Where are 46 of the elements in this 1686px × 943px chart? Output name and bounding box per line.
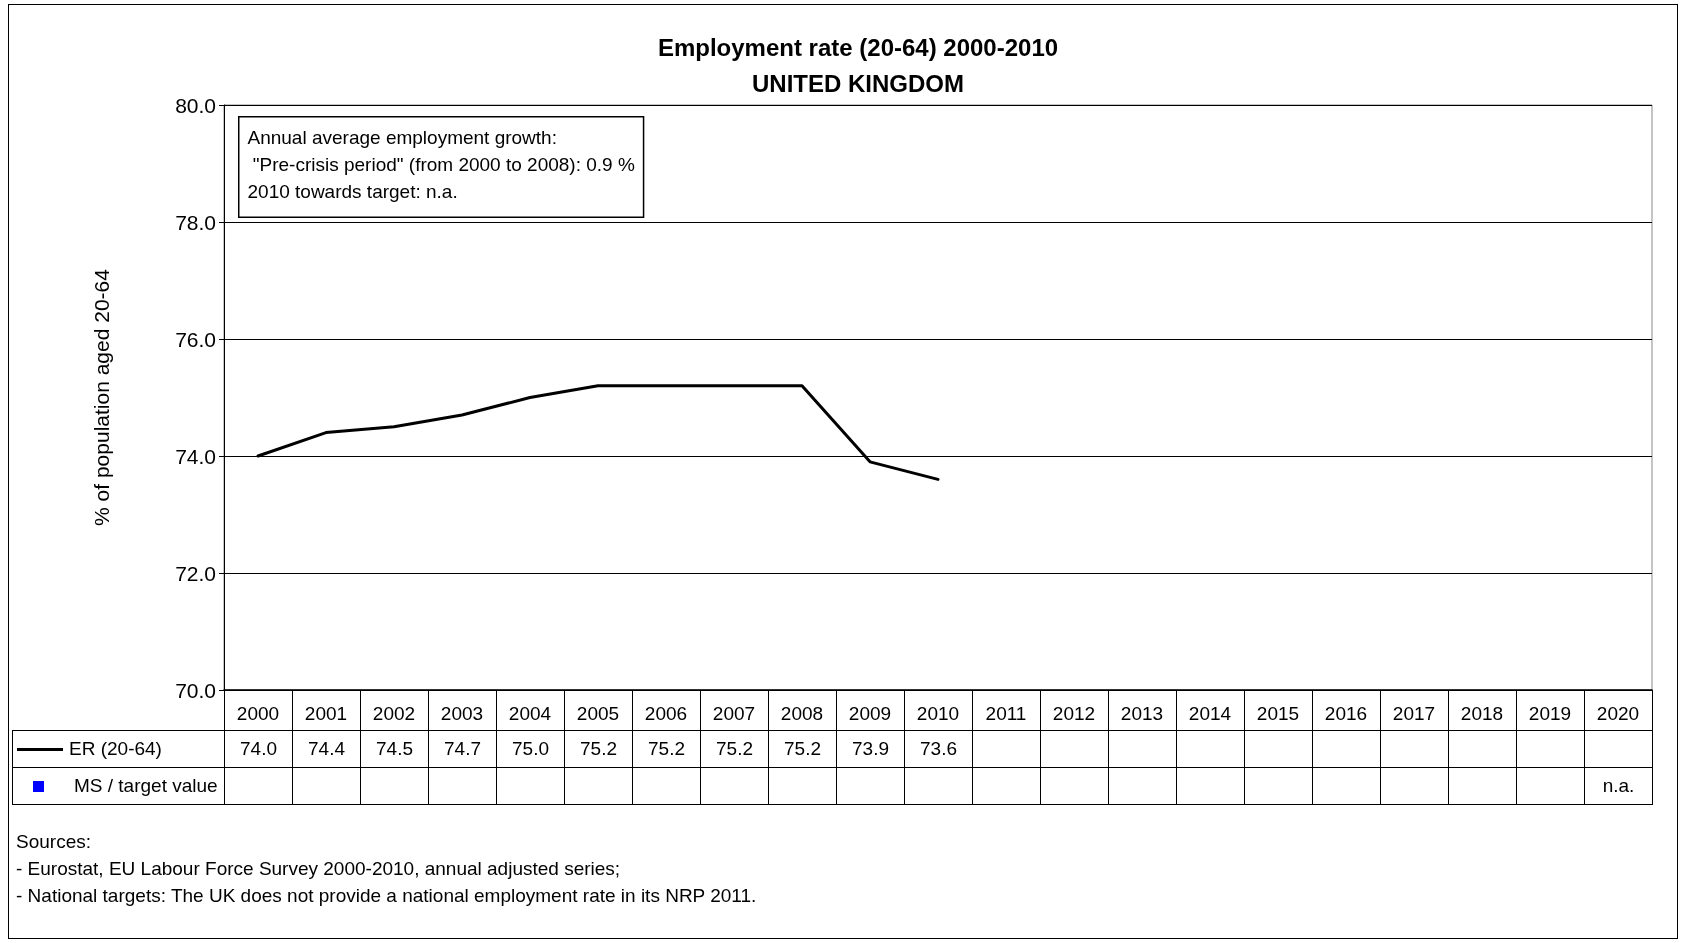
x-tick-label: 2009 <box>848 703 892 724</box>
x-tick-label: 2014 <box>1188 703 1232 724</box>
data-label: 75.0 <box>496 730 565 768</box>
x-tick-label: 2002 <box>372 703 416 724</box>
chart-title: Employment rate (20-64) 2000-2010 <box>657 33 1059 61</box>
y-tick-label: 72.0 <box>175 561 216 585</box>
data-label: 75.2 <box>768 730 837 768</box>
data-label: 75.2 <box>632 730 701 768</box>
data-label: 73.6 <box>904 730 973 768</box>
y-tick-label: 76.0 <box>175 327 216 351</box>
data-label: 74.4 <box>292 730 361 768</box>
x-tick-label: 2000 <box>236 703 280 724</box>
x-tick-label: 2019 <box>1528 703 1572 724</box>
x-tick-label: 2013 <box>1120 703 1164 724</box>
x-tick-label: 2003 <box>440 703 484 724</box>
x-tick-label: 2001 <box>304 703 348 724</box>
data-label: 74.7 <box>428 730 497 768</box>
y-tick-label: 70.0 <box>175 678 216 702</box>
legend-label: MS / target value <box>74 775 218 796</box>
text: n.a. <box>1602 775 1635 796</box>
x-tick-label: 2018 <box>1460 703 1504 724</box>
x-tick-label: 2011 <box>985 703 1027 724</box>
chart-subtitle: UNITED KINGDOM <box>752 69 964 97</box>
source-note: Sources: - Eurostat, EU Labour Force Survey 2000-2010, annual adjusted series; - National targets: The UK does not provide a national employment rate in its NRP 2011. <box>16 830 757 908</box>
x-tick-label: 2004 <box>508 703 552 724</box>
x-tick-label: 2007 <box>712 703 756 724</box>
x-tick-label: 2020 <box>1596 703 1640 724</box>
x-tick-label: 2010 <box>916 703 960 724</box>
x-tick-label: 2012 <box>1052 703 1096 724</box>
data-label: 75.2 <box>700 730 769 768</box>
y-tick-label: 78.0 <box>175 210 216 234</box>
x-tick-label: 2015 <box>1256 703 1300 724</box>
x-tick-label: 2005 <box>576 703 620 724</box>
data-label: 75.2 <box>564 730 633 768</box>
y-tick-label: 74.0 <box>175 444 216 468</box>
data-label: 74.5 <box>360 730 429 768</box>
x-tick-label: 2006 <box>644 703 688 724</box>
data-label: 74.0 <box>224 730 293 768</box>
x-tick-label: 2016 <box>1324 703 1368 724</box>
y-axis-title: % of population aged 20-64 <box>90 268 113 526</box>
data-label: 73.9 <box>836 730 905 768</box>
y-tick-label: 80.0 <box>175 93 216 117</box>
legend-label: ER (20-64) <box>69 738 162 759</box>
x-tick-label: 2017 <box>1392 703 1436 724</box>
annotation: Annual average employment growth: "Pre-crisis period" (from 2000 to 2008): 0.9 % 2010 towards target: n.a. <box>247 126 635 202</box>
x-tick-label: 2008 <box>780 703 824 724</box>
